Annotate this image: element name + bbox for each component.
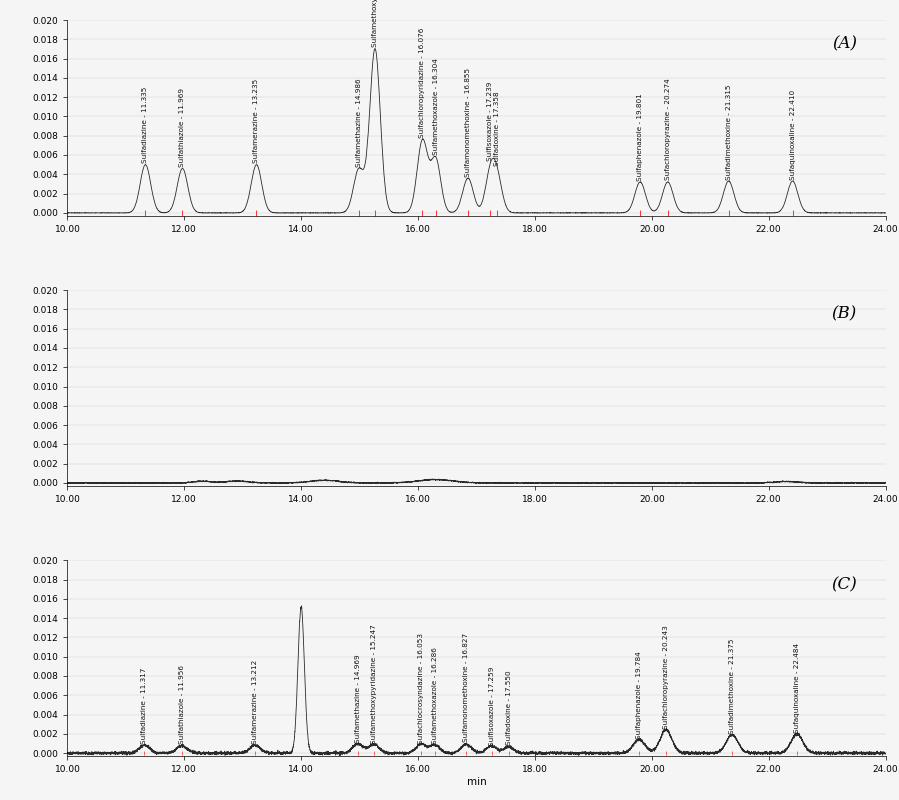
Text: Sulfamerazine - 13.212: Sulfamerazine - 13.212 — [252, 660, 258, 745]
Text: Sulfaphenazole - 19.801: Sulfaphenazole - 19.801 — [637, 93, 643, 181]
Text: Sulfadiazine - 11.317: Sulfadiazine - 11.317 — [141, 667, 147, 744]
Text: Sulfamethazine - 14.969: Sulfamethazine - 14.969 — [355, 654, 360, 743]
Text: Sulfamethoxazole - 16.286: Sulfamethoxazole - 16.286 — [432, 647, 438, 744]
Text: Sulfadoxine - 17.358: Sulfadoxine - 17.358 — [494, 91, 501, 166]
Text: Sulfamethoxazole - 16.304: Sulfamethoxazole - 16.304 — [432, 58, 439, 155]
X-axis label: min: min — [467, 777, 486, 787]
Text: Sulfaphenazole - 19.784: Sulfaphenazole - 19.784 — [636, 651, 642, 738]
Text: (A): (A) — [832, 36, 857, 53]
Text: Sulfamethazine - 14.986: Sulfamethazine - 14.986 — [356, 78, 361, 166]
Text: Sulfamethoxypyridazine - 15.247: Sulfamethoxypyridazine - 15.247 — [371, 624, 377, 744]
Text: Sulfachloropyrazine - 20.243: Sulfachloropyrazine - 20.243 — [663, 626, 669, 729]
Text: Sufaquinoxaline - 22.484: Sufaquinoxaline - 22.484 — [794, 643, 800, 734]
Text: Sulfachloropyridazine - 16.076: Sulfachloropyridazine - 16.076 — [420, 27, 425, 138]
Text: Sulfadimethoxine - 21.375: Sulfadimethoxine - 21.375 — [729, 638, 735, 734]
Text: Sulfadimethoxine - 21.315: Sulfadimethoxine - 21.315 — [725, 84, 732, 180]
Text: Sulfathiazole - 11.956: Sulfathiazole - 11.956 — [179, 665, 184, 744]
Text: Sulfisoxazole - 17.259: Sulfisoxazole - 17.259 — [488, 667, 494, 746]
Text: Sulfadoxine - 17.550: Sulfadoxine - 17.550 — [505, 671, 512, 746]
Text: Sulfadiazine - 11.335: Sulfadiazine - 11.335 — [142, 86, 148, 163]
Text: Sulfamonomethoxine - 16.855: Sulfamonomethoxine - 16.855 — [465, 67, 471, 177]
Text: Sufachlocrosyndazine - 16.053: Sufachlocrosyndazine - 16.053 — [418, 633, 424, 744]
Text: Sulfathiazole - 11.969: Sulfathiazole - 11.969 — [180, 88, 185, 167]
Text: (C): (C) — [832, 576, 857, 593]
Text: Sulfisoxazole - 17.239: Sulfisoxazole - 17.239 — [487, 82, 494, 162]
Text: Sulfamethoxypyridazine - 15.264: Sulfamethoxypyridazine - 15.264 — [372, 0, 378, 47]
Text: Sufaquinoxaline - 22.410: Sufaquinoxaline - 22.410 — [789, 90, 796, 179]
Text: Sufachloropyrazine - 20.274: Sufachloropyrazine - 20.274 — [664, 78, 671, 181]
Text: Sulfamonomethoxine - 16.827: Sulfamonomethoxine - 16.827 — [463, 633, 469, 742]
Text: (B): (B) — [832, 306, 857, 322]
Text: Sulfamerazine - 13.235: Sulfamerazine - 13.235 — [254, 79, 260, 163]
